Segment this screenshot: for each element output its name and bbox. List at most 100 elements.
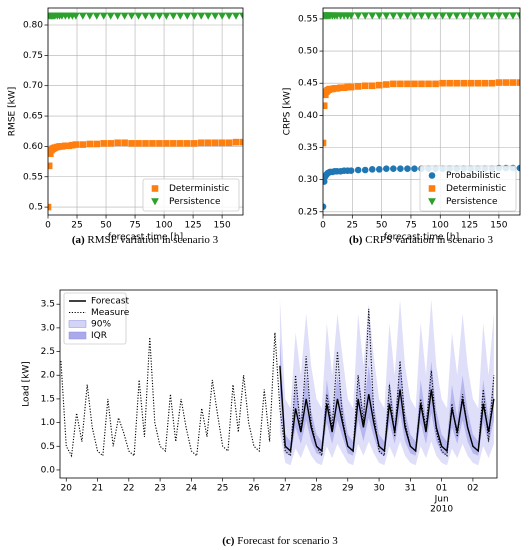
y-axis-label: RMSE [kW] xyxy=(8,87,18,136)
x-tick-label: 0 xyxy=(320,221,326,231)
marker-square xyxy=(404,80,411,88)
marker-square xyxy=(354,83,362,90)
x-tick-label: 26 xyxy=(248,484,260,494)
panel: 0.25 0.30 0.35 0.40 0.45 0.50 0.55 0 25 50 75 100 12… xyxy=(283,7,521,246)
x-tick-label: 125 xyxy=(184,221,201,231)
marker-triangle xyxy=(417,12,426,20)
marker-square xyxy=(368,82,376,90)
marker-triangle xyxy=(225,12,233,20)
series-line xyxy=(279,365,495,453)
marker-square xyxy=(333,85,341,92)
marker-triangle xyxy=(155,12,164,20)
marker-circle xyxy=(383,165,390,173)
y-tick-label: 0.75 xyxy=(23,51,43,61)
x-tick-label: 30 xyxy=(373,484,385,494)
marker-triangle xyxy=(190,12,199,20)
marker-triangle xyxy=(71,12,80,20)
marker-triangle xyxy=(211,12,220,20)
marker-triangle xyxy=(480,12,489,20)
y-tick-label: 0.55 xyxy=(23,172,43,182)
x-tick-label: 150 xyxy=(490,221,507,231)
marker-circle xyxy=(397,165,404,173)
marker-triangle xyxy=(516,12,520,20)
caption-label: (a) xyxy=(72,234,85,246)
caption-label: (c) xyxy=(222,535,235,547)
x-tick-sublabel: Jun xyxy=(434,495,449,505)
y-tick-label: 0.40 xyxy=(298,111,318,121)
axes-frame xyxy=(59,289,498,479)
marker-square xyxy=(211,139,219,147)
marker-triangle xyxy=(169,12,178,20)
series-line xyxy=(60,308,495,458)
axes-frame xyxy=(322,7,521,216)
marker-triangle xyxy=(389,12,398,20)
legend-label: IQR xyxy=(91,331,107,341)
legend-label: 90% xyxy=(91,320,111,330)
legend-box xyxy=(142,178,240,212)
marker-square xyxy=(100,140,108,147)
marker-square xyxy=(48,150,54,157)
marker-square xyxy=(418,80,425,88)
marker-circle xyxy=(390,165,397,173)
legend-label: Probabilistic xyxy=(446,171,500,181)
marker-triangle xyxy=(403,12,412,20)
marker-square xyxy=(425,80,432,88)
marker-circle xyxy=(347,167,355,174)
marker-square xyxy=(218,139,226,147)
marker-triangle xyxy=(232,12,240,20)
marker-triangle xyxy=(368,12,377,20)
y-tick-label: 3.5 xyxy=(41,300,55,310)
marker-square xyxy=(65,142,73,150)
marker-square xyxy=(128,140,135,147)
legend-patch xyxy=(68,331,87,340)
y-axis-label: Load [kW] xyxy=(22,361,32,407)
marker-square xyxy=(232,138,240,146)
marker-circle xyxy=(323,203,327,210)
x-tick-label: 02 xyxy=(467,484,478,494)
marker-triangle xyxy=(382,12,391,20)
x-tick-label: 75 xyxy=(129,221,140,231)
marker-triangle xyxy=(410,12,419,20)
marker-square xyxy=(114,139,121,147)
marker-square xyxy=(467,79,475,87)
marker-square xyxy=(432,80,439,88)
marker-square xyxy=(48,162,53,170)
marker-square xyxy=(340,84,348,92)
marker-square xyxy=(156,140,163,147)
y-tick-label: 0.30 xyxy=(298,175,318,185)
marker-triangle xyxy=(487,12,496,20)
marker-triangle xyxy=(459,12,468,20)
marker-square xyxy=(474,79,482,87)
x-tick-label: 29 xyxy=(342,484,354,494)
x-tick-sublabel: 2010 xyxy=(430,505,453,515)
marker-square xyxy=(383,81,390,88)
marker-triangle xyxy=(452,12,461,20)
marker-circle xyxy=(375,166,383,173)
marker-square xyxy=(460,79,468,87)
legend-patch xyxy=(68,320,87,328)
y-tick-label: 3.0 xyxy=(41,323,56,333)
marker-square xyxy=(72,141,80,148)
marker-triangle xyxy=(162,12,171,20)
marker-square xyxy=(197,139,205,147)
marker-square xyxy=(502,79,510,86)
legend-label: Forecast xyxy=(91,297,130,307)
marker-triangle xyxy=(494,12,503,20)
marker-triangle xyxy=(347,12,356,20)
y-tick-label: 0.65 xyxy=(23,112,43,122)
marker-square xyxy=(107,140,114,147)
marker-square xyxy=(121,139,128,147)
y-tick-label: 0.35 xyxy=(298,143,318,153)
y-tick-label: 0.25 xyxy=(298,207,318,217)
y-tick-label: 0.5 xyxy=(29,203,43,213)
caption-text: CRPS variation in scenario 3 xyxy=(365,234,493,246)
marker-square xyxy=(347,83,355,91)
x-tick-label: 20 xyxy=(61,484,73,494)
y-tick-label: 0.60 xyxy=(23,142,43,152)
plot-area xyxy=(323,12,520,210)
marker-triangle xyxy=(466,12,475,20)
marker-triangle xyxy=(445,12,454,20)
marker-circle xyxy=(368,166,376,173)
caption: (c) Forecast for scenario 3 xyxy=(222,535,338,547)
y-tick-label: 0.0 xyxy=(41,465,56,475)
